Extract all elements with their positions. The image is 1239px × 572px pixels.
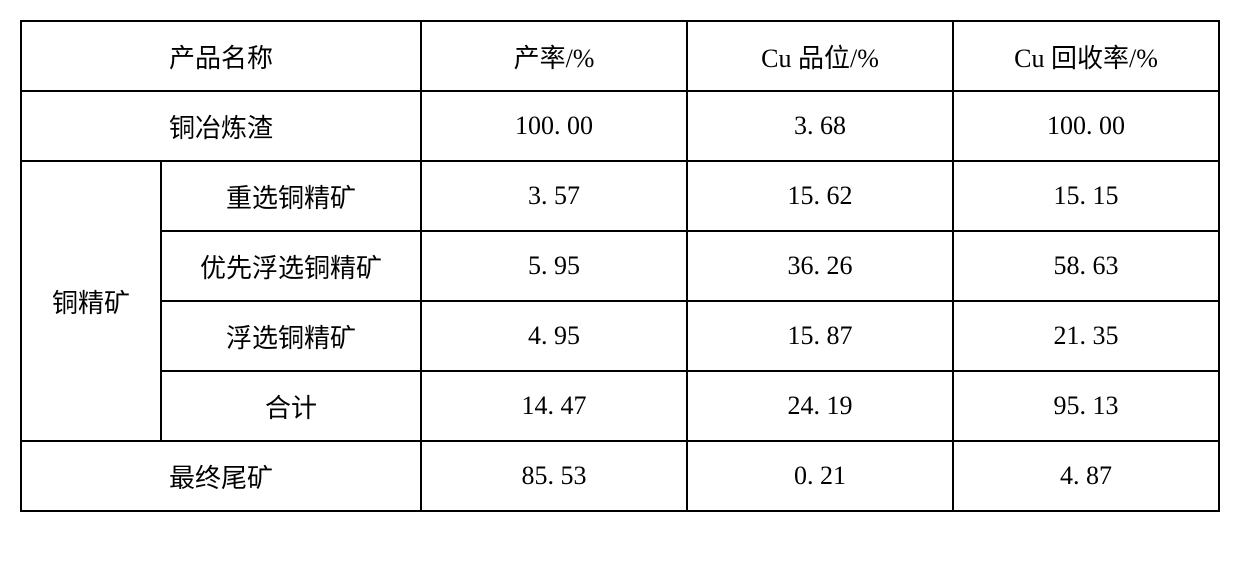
cell-recovery: 95. 13: [953, 371, 1219, 441]
row-name: 铜冶炼渣: [21, 91, 421, 161]
cell-grade: 36. 26: [687, 231, 953, 301]
row-name: 最终尾矿: [21, 441, 421, 511]
header-yield: 产率/%: [421, 21, 687, 91]
cell-yield: 4. 95: [421, 301, 687, 371]
cell-grade: 15. 62: [687, 161, 953, 231]
results-table: 产品名称 产率/% Cu 品位/% Cu 回收率/% 铜冶炼渣 100. 00 …: [20, 20, 1220, 512]
cell-grade: 24. 19: [687, 371, 953, 441]
table-row: 最终尾矿 85. 53 0. 21 4. 87: [21, 441, 1219, 511]
table-row: 优先浮选铜精矿 5. 95 36. 26 58. 63: [21, 231, 1219, 301]
cell-yield: 5. 95: [421, 231, 687, 301]
row-name: 合计: [161, 371, 421, 441]
row-name: 浮选铜精矿: [161, 301, 421, 371]
header-product-name: 产品名称: [21, 21, 421, 91]
table-row: 合计 14. 47 24. 19 95. 13: [21, 371, 1219, 441]
cell-recovery: 21. 35: [953, 301, 1219, 371]
table-header-row: 产品名称 产率/% Cu 品位/% Cu 回收率/%: [21, 21, 1219, 91]
header-cu-recovery: Cu 回收率/%: [953, 21, 1219, 91]
table-row: 铜精矿 重选铜精矿 3. 57 15. 62 15. 15: [21, 161, 1219, 231]
cell-recovery: 100. 00: [953, 91, 1219, 161]
group-label: 铜精矿: [21, 161, 161, 441]
cell-recovery: 4. 87: [953, 441, 1219, 511]
row-name: 优先浮选铜精矿: [161, 231, 421, 301]
cell-yield: 14. 47: [421, 371, 687, 441]
header-cu-grade: Cu 品位/%: [687, 21, 953, 91]
cell-yield: 3. 57: [421, 161, 687, 231]
cell-recovery: 58. 63: [953, 231, 1219, 301]
cell-recovery: 15. 15: [953, 161, 1219, 231]
table-row: 浮选铜精矿 4. 95 15. 87 21. 35: [21, 301, 1219, 371]
cell-grade: 3. 68: [687, 91, 953, 161]
cell-grade: 15. 87: [687, 301, 953, 371]
row-name: 重选铜精矿: [161, 161, 421, 231]
cell-grade: 0. 21: [687, 441, 953, 511]
table-row: 铜冶炼渣 100. 00 3. 68 100. 00: [21, 91, 1219, 161]
cell-yield: 85. 53: [421, 441, 687, 511]
cell-yield: 100. 00: [421, 91, 687, 161]
